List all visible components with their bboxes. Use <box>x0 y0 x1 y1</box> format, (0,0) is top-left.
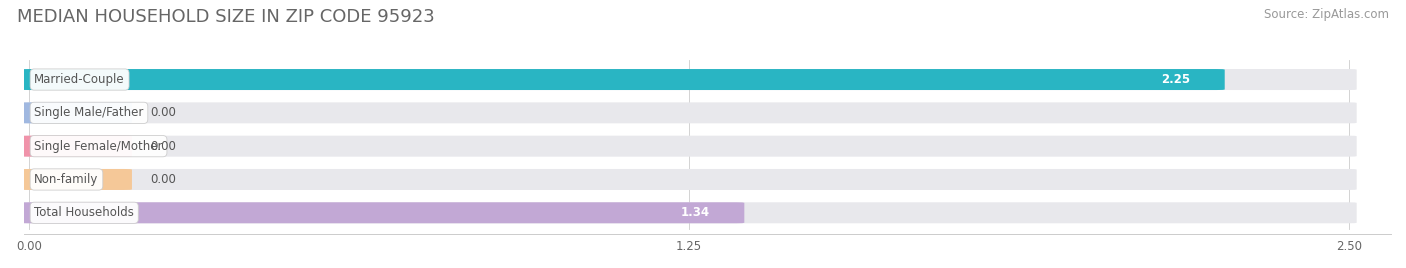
Text: 1.34: 1.34 <box>681 206 710 219</box>
Text: 0.00: 0.00 <box>150 173 176 186</box>
Text: 0.00: 0.00 <box>150 140 176 153</box>
FancyBboxPatch shape <box>21 69 1225 90</box>
FancyBboxPatch shape <box>21 102 1357 123</box>
Text: Total Households: Total Households <box>34 206 134 219</box>
FancyBboxPatch shape <box>21 136 132 157</box>
FancyBboxPatch shape <box>21 169 1357 190</box>
Text: Non-family: Non-family <box>34 173 98 186</box>
Text: Single Male/Father: Single Male/Father <box>34 106 143 119</box>
Text: MEDIAN HOUSEHOLD SIZE IN ZIP CODE 95923: MEDIAN HOUSEHOLD SIZE IN ZIP CODE 95923 <box>17 8 434 26</box>
FancyBboxPatch shape <box>21 169 132 190</box>
Text: Single Female/Mother: Single Female/Mother <box>34 140 163 153</box>
FancyBboxPatch shape <box>21 202 1357 223</box>
Text: 2.25: 2.25 <box>1161 73 1191 86</box>
Text: 0.00: 0.00 <box>150 106 176 119</box>
FancyBboxPatch shape <box>21 136 1357 157</box>
FancyBboxPatch shape <box>21 69 1357 90</box>
FancyBboxPatch shape <box>21 102 132 123</box>
FancyBboxPatch shape <box>21 202 744 223</box>
Text: Married-Couple: Married-Couple <box>34 73 125 86</box>
Text: Source: ZipAtlas.com: Source: ZipAtlas.com <box>1264 8 1389 21</box>
